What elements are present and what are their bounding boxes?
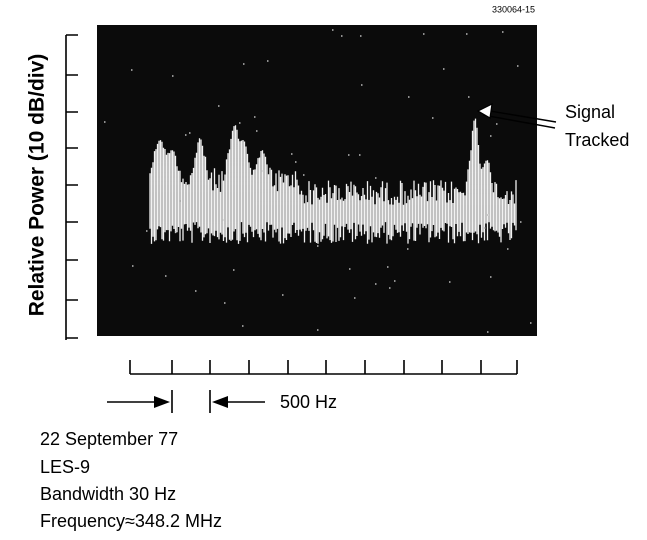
y-axis <box>66 35 78 340</box>
figure-id: 330064-15 <box>492 4 535 14</box>
caption-line: Bandwidth 30 Hz <box>40 484 176 504</box>
caption-line: 22 September 77 <box>40 429 178 449</box>
y-axis-label: Relative Power (10 dB/div) <box>26 54 49 317</box>
scale-label: 500 Hz <box>280 392 337 412</box>
caption-line: Frequency≈348.2 MHz <box>40 511 222 531</box>
figure: 330064-15 Relative Power (10 dB/div) Sig… <box>0 0 647 540</box>
annotation-line: Tracked <box>565 130 629 150</box>
annotation-line: Signal <box>565 102 615 122</box>
caption-line: LES-9 <box>40 457 90 477</box>
